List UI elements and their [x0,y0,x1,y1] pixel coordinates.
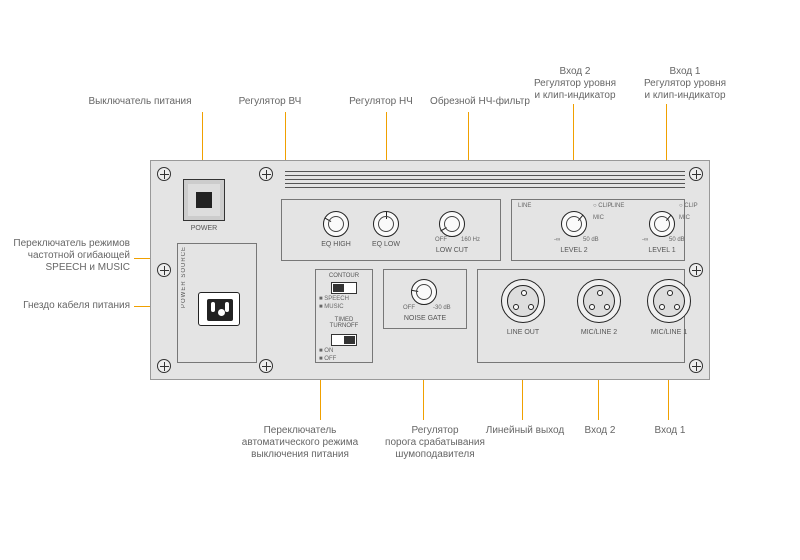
micline2-label: MIC/LINE 2 [567,329,631,336]
vent [285,175,685,176]
label-power-switch: Выключатель питания [60,96,220,108]
label-input1: Вход 1 Регулятор уровня и клип-индикатор [630,66,740,102]
noise-gate-knob[interactable] [411,279,437,305]
screw [157,263,171,277]
eq-high-label: EQ HIGH [311,241,361,248]
level1-knob[interactable] [649,211,675,237]
low-cut-knob[interactable] [439,211,465,237]
low-cut-label: LOW CUT [427,247,477,254]
on: ■ ON [319,348,373,354]
power-label: POWER [183,225,225,232]
label-iec: Гнездо кабеля питания [0,300,130,312]
label-timed-off: Переключатель автоматического режима вык… [220,425,380,461]
eq-low-label: EQ LOW [361,241,411,248]
screw [259,359,273,373]
label-line-out: Линейный выход [470,425,580,437]
label-in2: Вход 2 [570,425,630,437]
iec-inlet[interactable] [198,292,240,326]
noise-gate-label: NOISE GATE [383,315,467,322]
line-out-xlr[interactable] [501,279,545,323]
screw [689,359,703,373]
tick: -∞ [554,237,560,243]
speech: ■ SPEECH [319,296,373,302]
screw [259,167,273,181]
clip1: ○ CLIP [679,203,707,209]
contour-switch[interactable] [331,282,357,294]
vent [285,187,685,188]
label-eq-high: Регулятор ВЧ [225,96,315,108]
tick: OFF [403,305,415,311]
tick: OFF [435,237,447,243]
level2-knob[interactable] [561,211,587,237]
line2: LINE [518,203,531,209]
tick: 50 dB [669,237,685,243]
screw [689,263,703,277]
micline1-label: MIC/LINE 1 [637,329,701,336]
micline2-xlr[interactable] [577,279,621,323]
tick: -30 dB [433,305,451,311]
level1-label: LEVEL 1 [637,247,687,254]
music: ■ MUSIC [319,304,373,310]
tick: 160 Hz [461,237,480,243]
screw [157,359,171,373]
power-source-label: POWER SOURCE [181,246,187,308]
power-source-box: POWER SOURCE [177,243,257,363]
line-out-label: LINE OUT [491,329,555,336]
off: ■ OFF [319,356,373,362]
screw [157,167,171,181]
tick: -∞ [642,237,648,243]
level2-label: LEVEL 2 [549,247,599,254]
label-contour: Переключатель режимов частотной огибающе… [0,238,130,274]
mic1: MIC [679,215,690,221]
label-in1: Вход 1 [640,425,700,437]
eq-high-knob[interactable] [323,211,349,237]
mic2: MIC [593,215,604,221]
eq-low-knob[interactable] [373,211,399,237]
vent [285,179,685,180]
timed-switch[interactable] [331,334,357,346]
tick: 50 dB [583,237,599,243]
label-eq-low: Регулятор НЧ [336,96,426,108]
micline1-xlr[interactable] [647,279,691,323]
label-input2: Вход 2 Регулятор уровня и клип-индикатор [520,66,630,102]
vent [285,171,685,172]
vent [285,183,685,184]
amplifier-panel: POWER POWER SOURCE EQ HIGH EQ LOW OFF 16… [150,160,710,380]
timed-label: TIMED TURNOFF [315,317,373,329]
line1: LINE [611,203,624,209]
clip2: ○ CLIP [593,203,612,209]
power-button[interactable] [183,179,225,221]
contour-label: CONTOUR [315,273,373,279]
screw [689,167,703,181]
